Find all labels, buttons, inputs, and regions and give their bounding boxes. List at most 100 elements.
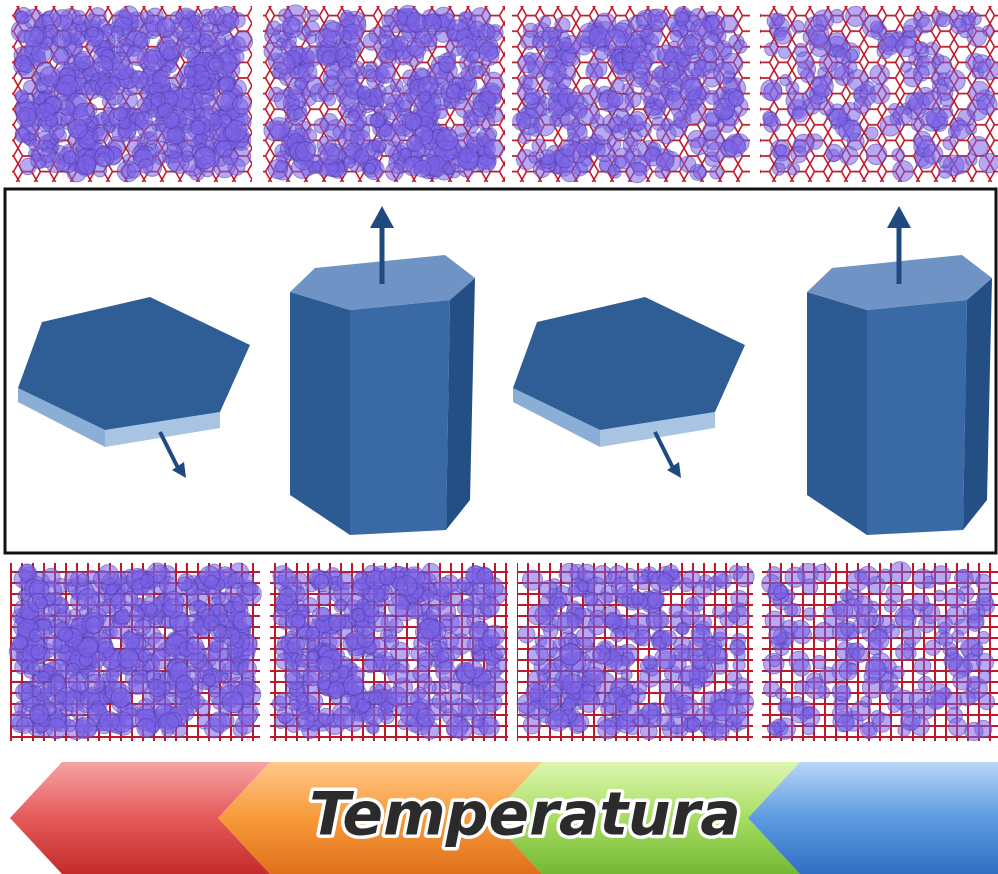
molecule (634, 629, 652, 647)
molecule (105, 583, 118, 596)
molecule (313, 117, 330, 134)
molecule (867, 628, 890, 651)
molecule (778, 46, 792, 60)
molecule (166, 143, 183, 160)
molecule (894, 606, 916, 628)
molecule (977, 670, 992, 685)
molecule (383, 634, 400, 650)
molecule (525, 682, 545, 703)
molecule (435, 128, 459, 151)
molecule (539, 579, 558, 599)
molecule (71, 705, 86, 720)
molecule (140, 10, 155, 25)
molecule (471, 65, 485, 78)
molecule (52, 48, 70, 66)
molecule (693, 165, 708, 180)
molecule (159, 40, 180, 61)
molecule (457, 87, 471, 101)
molecule (631, 679, 648, 696)
molecule (732, 677, 751, 696)
molecule (169, 11, 183, 25)
molecule (66, 662, 80, 677)
molecule (177, 576, 193, 592)
molecule (371, 137, 387, 153)
molecule (851, 646, 869, 664)
molecule (942, 136, 957, 151)
molecule (129, 606, 146, 622)
molecule (584, 666, 605, 687)
molecule (837, 714, 855, 733)
molecule (336, 572, 355, 590)
molecule (34, 596, 48, 610)
molecule (49, 674, 66, 691)
molecule (84, 616, 103, 634)
molecule (305, 626, 320, 641)
molecule (895, 35, 917, 58)
molecule (614, 156, 627, 169)
molecule (77, 588, 100, 610)
molecule (433, 104, 449, 119)
molecule (364, 706, 384, 726)
molecule (336, 65, 358, 87)
molecule (456, 598, 475, 617)
molecule (218, 76, 235, 93)
molecule (208, 711, 231, 733)
molecule (685, 103, 707, 125)
molecule (533, 114, 556, 137)
molecule (435, 661, 457, 683)
molecule (148, 679, 167, 698)
molecule (15, 10, 29, 25)
molecule (642, 655, 657, 670)
molecule (880, 679, 895, 694)
hexagonal-panels (10, 4, 998, 184)
molecule (62, 150, 77, 165)
molecule (897, 723, 911, 737)
molecule (383, 102, 402, 121)
molecule (275, 652, 293, 671)
molecule (556, 611, 579, 635)
molecule (386, 686, 408, 707)
molecule (362, 32, 381, 51)
molecule (840, 622, 855, 637)
molecule (655, 152, 675, 171)
temperature-arrow: Temperatura (10, 762, 998, 874)
molecule (363, 658, 378, 674)
molecule (951, 629, 965, 643)
molecule (676, 694, 693, 712)
molecule (76, 573, 90, 587)
molecule (584, 592, 599, 606)
molecule (98, 710, 120, 732)
molecule (846, 662, 859, 675)
molecule (869, 83, 891, 105)
molecule (92, 126, 110, 144)
molecule (607, 164, 621, 177)
molecule (114, 608, 131, 625)
molecule (779, 701, 793, 715)
molecule (549, 646, 562, 659)
molecule (952, 671, 972, 691)
molecule (56, 74, 78, 96)
molecule (964, 721, 984, 742)
molecule (883, 599, 898, 613)
molecule (597, 719, 618, 740)
molecule (636, 12, 652, 28)
molecule (933, 589, 946, 602)
molecule (211, 591, 226, 606)
molecule (978, 152, 998, 174)
molecule (865, 126, 879, 140)
molecule (922, 90, 942, 111)
molecule (100, 82, 119, 101)
molecule (517, 625, 536, 644)
molecule (12, 634, 28, 650)
molecule (379, 34, 394, 49)
molecule (457, 147, 480, 170)
molecule (543, 623, 559, 639)
molecule (811, 75, 834, 98)
molecule (15, 106, 37, 128)
molecule (110, 593, 127, 610)
arrow-label: Temperatura (309, 780, 741, 850)
molecule (478, 41, 499, 62)
molecule (733, 565, 755, 588)
molecule (421, 589, 435, 603)
molecule (297, 711, 316, 730)
